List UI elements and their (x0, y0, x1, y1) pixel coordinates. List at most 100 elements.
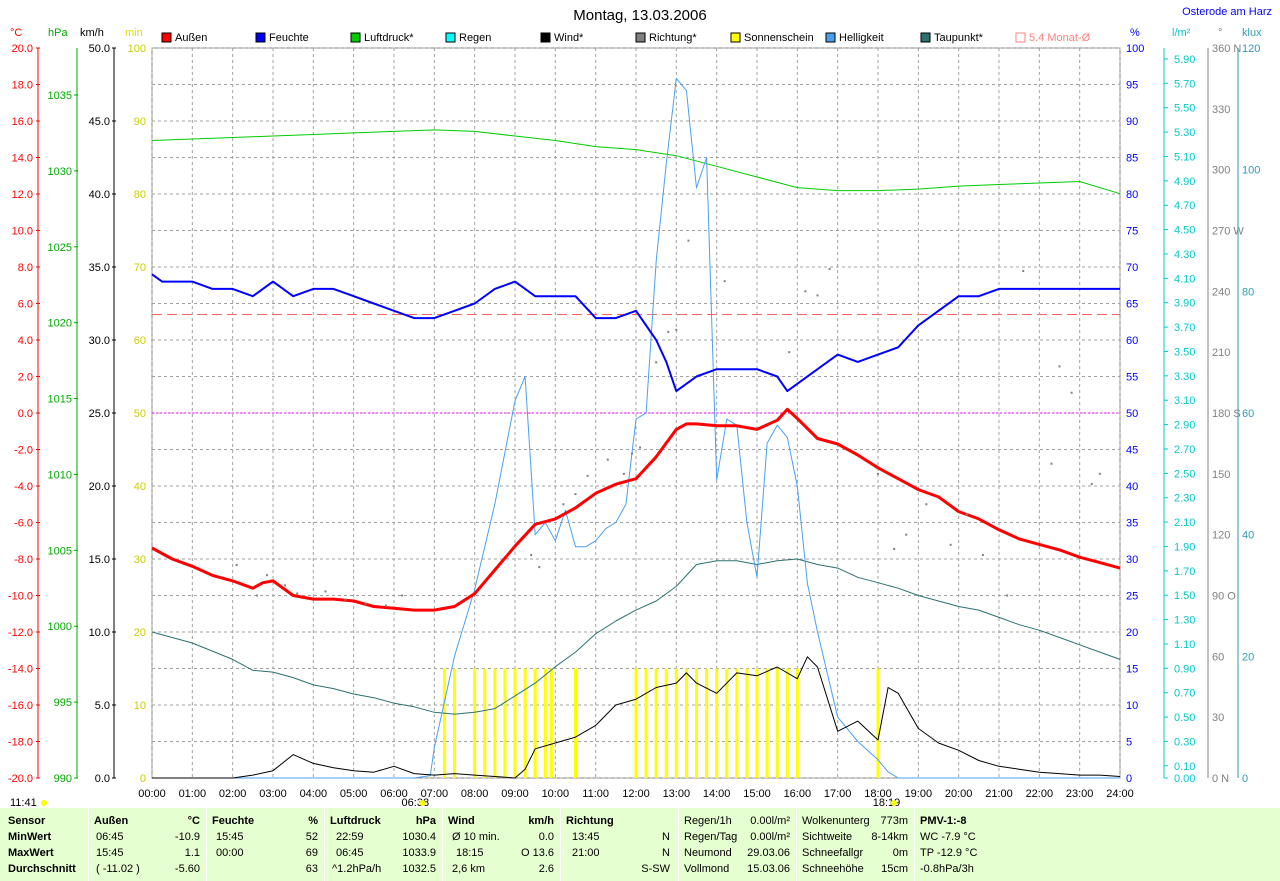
rain-tick-label: 0.00 (1174, 773, 1195, 785)
rain-tick-label: 3.50 (1174, 346, 1195, 358)
stats-dewpoint: TP -12.9 °C (920, 847, 978, 859)
direction-tick-label: 60 (1212, 651, 1224, 663)
direction-point (893, 547, 896, 550)
x-tick-label: 19:00 (905, 788, 933, 800)
sunshine-bar (543, 668, 547, 778)
temp-tick-label: 14.0 (12, 153, 33, 165)
stats-feuchte-header: Feuchte (212, 815, 255, 827)
lux-tick-label: 20 (1242, 651, 1254, 663)
sunshine-bar (523, 668, 527, 778)
rain-tick-label: 4.30 (1174, 249, 1195, 261)
temp-tick-label: 12.0 (12, 189, 33, 201)
temp-tick-label: -10.0 (8, 591, 33, 603)
rain-tick-label: 5.30 (1174, 127, 1195, 139)
rain-tick-label: 4.10 (1174, 273, 1195, 285)
sunset-marker (890, 800, 897, 806)
direction-point (981, 553, 984, 556)
stats-pressure-trend: -0.8hPa/3h (920, 863, 974, 875)
sun-tick-label: 10 (134, 700, 146, 712)
axis-unit-label: klux (1242, 27, 1262, 39)
stats-sensor-header: Sensor (8, 815, 46, 827)
sun-tick-label: 30 (134, 554, 146, 566)
humidity-tick-label: 60 (1126, 335, 1138, 347)
legend-swatch (445, 32, 456, 43)
axis-unit-label: °C (10, 27, 22, 39)
humidity-tick-label: 70 (1126, 262, 1138, 274)
direction-tick-label: 30 (1212, 712, 1224, 724)
temp-tick-label: -8.0 (14, 554, 33, 566)
x-tick-label: 01:00 (179, 788, 207, 800)
rain-tick-label: 4.70 (1174, 200, 1195, 212)
axis-unit-label: min (125, 27, 143, 39)
sunshine-bar (664, 668, 668, 778)
stats-fullmoon-value: 15.03.06 (747, 863, 790, 875)
sun-tick-label: 80 (134, 189, 146, 201)
humidity-tick-label: 35 (1126, 518, 1138, 530)
legend-swatch (1015, 32, 1026, 43)
sunshine-bar (876, 668, 880, 778)
direction-point (364, 602, 367, 605)
temp-tick-label: -20.0 (8, 773, 33, 785)
noon-marker (41, 800, 47, 806)
direction-point (877, 472, 879, 475)
legend-label: Feuchte (269, 32, 309, 44)
stats-aussen-min-time: 06:45 (96, 831, 124, 843)
sunshine-bar (674, 668, 678, 778)
sunshine-bar (765, 668, 769, 778)
pressure-tick-label: 995 (54, 697, 72, 709)
direction-point (1098, 472, 1101, 475)
stats-feuchte-unit: % (308, 815, 318, 827)
temp-tick-label: 4.0 (18, 335, 33, 347)
humidity-tick-label: 5 (1126, 737, 1132, 749)
weather-chart: Montag, 13.03.2006 Osterode am Harz°C hPa k… (7, 6, 1272, 808)
stats-luftdruck-max: 1033.9 (402, 847, 436, 859)
stats-richtung-header: Richtung (566, 815, 614, 827)
direction-point (630, 452, 633, 455)
stats-newmoon-value: 29.03.06 (747, 847, 790, 859)
stats-snowline-label: Schneefallgr (802, 847, 864, 859)
rain-tick-label: 2.30 (1174, 493, 1195, 505)
stats-aussen-max-time: 15:45 (96, 847, 124, 859)
direction-tick-label: 270 W (1212, 226, 1244, 238)
x-tick-label: 21:00 (985, 788, 1013, 800)
sunrise-marker (419, 800, 426, 806)
sunrise-marker-label: 06:38 (402, 797, 430, 808)
sunshine-bar (785, 668, 789, 778)
x-tick-label: 05:00 (340, 788, 368, 800)
x-tick-label: 06:00 (380, 788, 408, 800)
pressure-tick-label: 1035 (48, 90, 72, 102)
stats-richtung-min: N (662, 831, 670, 843)
direction-tick-label: 360 N (1212, 43, 1241, 55)
stats-luftdruck-unit: hPa (415, 815, 436, 827)
legend-swatch (730, 32, 741, 43)
sun-tick-label: 0 (140, 773, 146, 785)
humidity-tick-label: 55 (1126, 372, 1138, 384)
stats-luftdruck-min: 1030.4 (402, 831, 436, 843)
sunshine-bar (654, 668, 658, 778)
pressure-tick-label: 1020 (48, 318, 72, 330)
sun-tick-label: 20 (134, 627, 146, 639)
sun-tick-label: 100 (128, 43, 146, 55)
humidity-tick-label: 40 (1126, 481, 1138, 493)
direction-point (723, 280, 726, 283)
x-tick-label: 20:00 (945, 788, 973, 800)
lux-tick-label: 0 (1242, 773, 1248, 785)
rain-tick-label: 5.90 (1174, 54, 1195, 66)
axis-unit-label: l/m² (1172, 27, 1191, 39)
stats-wind-distance: 2,6 km (452, 863, 486, 875)
rain-tick-label: 0.30 (1174, 736, 1195, 748)
wind-tick-label: 0.0 (95, 773, 110, 785)
statistics-panel: Sensor MinWert MaxWert Durchschnitt Auße… (0, 808, 1280, 881)
temp-tick-label: 20.0 (12, 43, 33, 55)
humidity-tick-label: 15 (1126, 664, 1138, 676)
rain-tick-label: 1.30 (1174, 615, 1195, 627)
temp-tick-label: 6.0 (18, 299, 33, 311)
stats-feuchte-max-time: 00:00 (216, 847, 244, 859)
humidity-tick-label: 50 (1126, 408, 1138, 420)
pressure-tick-label: 1015 (48, 394, 72, 406)
sunshine-bar (755, 668, 759, 778)
direction-point (586, 474, 589, 477)
direction-point (804, 290, 807, 293)
direction-point (1006, 594, 1009, 597)
legend-swatch (350, 32, 361, 43)
